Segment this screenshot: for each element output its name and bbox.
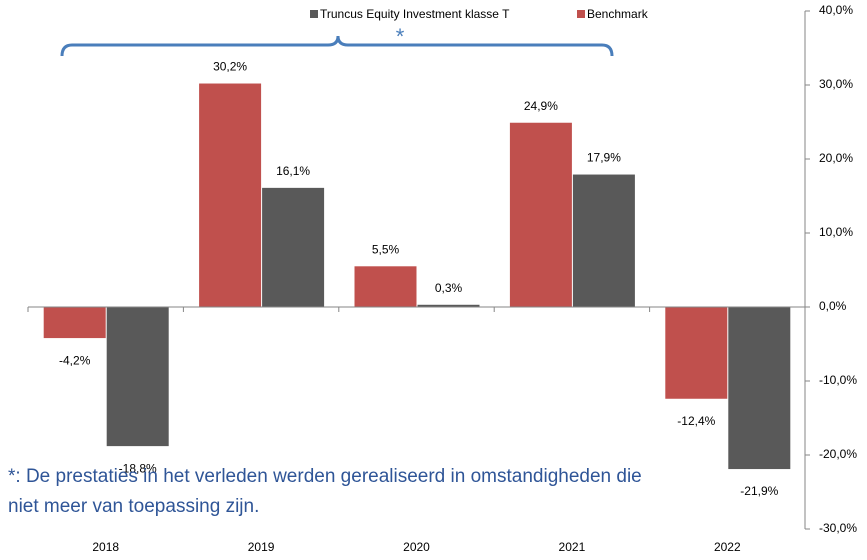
legend-label: Truncus Equity Investment klasse T <box>320 7 510 21</box>
x-tick-label: 2019 <box>248 540 275 554</box>
y-tick-label: 30,0% <box>819 77 853 91</box>
x-tick-label: 2022 <box>714 540 741 554</box>
y-tick-label: -30,0% <box>819 521 857 535</box>
bar <box>43 307 106 339</box>
data-label: 24,9% <box>524 99 558 113</box>
bar <box>665 307 728 399</box>
footnote: *: De prestaties in het verleden werden … <box>8 466 642 487</box>
y-tick-label: -10,0% <box>819 373 857 387</box>
data-label: 0,3% <box>435 281 463 295</box>
y-tick-label: 10,0% <box>819 225 853 239</box>
bar <box>262 187 325 307</box>
bar <box>572 174 635 307</box>
brace <box>60 35 614 57</box>
bar <box>199 83 262 308</box>
annotation-star: * <box>396 24 405 49</box>
y-tick-label: -20,0% <box>819 447 857 461</box>
data-label: 5,5% <box>372 242 400 256</box>
y-tick-label: 40,0% <box>819 3 853 17</box>
bar <box>354 266 417 307</box>
legend-label: Benchmark <box>587 7 649 21</box>
data-label: -18,8% <box>119 461 157 475</box>
data-label: 30,2% <box>213 60 247 74</box>
footnote: niet meer van toepassing zijn. <box>8 496 259 517</box>
x-tick-label: 2020 <box>403 540 430 554</box>
y-tick-label: 0,0% <box>819 299 847 313</box>
bar <box>509 122 572 308</box>
legend-swatch <box>310 10 318 18</box>
y-tick-label: 20,0% <box>819 151 853 165</box>
data-label: 17,9% <box>587 151 621 165</box>
x-tick-label: 2018 <box>92 540 119 554</box>
data-label: 16,1% <box>276 164 310 178</box>
bar <box>417 304 480 307</box>
data-label: -4,2% <box>59 353 91 367</box>
data-label: -12,4% <box>677 414 715 428</box>
legend-swatch <box>577 10 585 18</box>
data-label: -21,9% <box>740 484 778 498</box>
bar <box>106 307 169 447</box>
x-tick-label: 2021 <box>559 540 586 554</box>
bar <box>728 307 791 470</box>
